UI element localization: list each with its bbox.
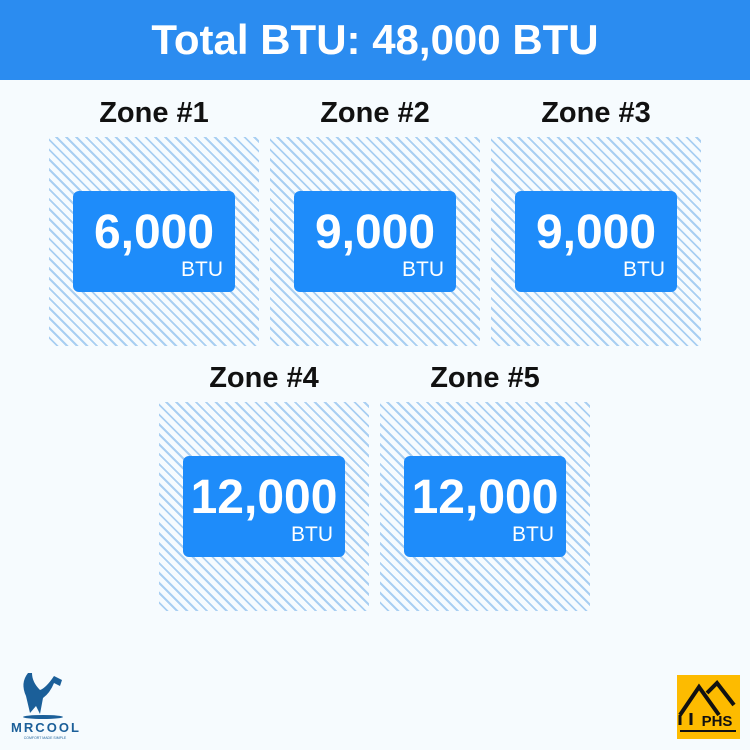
zone-label: Zone #5 [430,362,540,394]
total-btu-title: Total BTU: 48,000 BTU [151,16,599,63]
svg-text:COMFORT MADE SIMPLE: COMFORT MADE SIMPLE [24,736,67,740]
phs-logo: PHS [677,675,740,739]
btu-card: 9,000 BTU [515,191,677,292]
btu-card: 6,000 BTU [73,191,235,292]
btu-card: 9,000 BTU [294,191,456,292]
btu-card: 12,000 BTU [404,456,566,557]
btu-value: 12,000 [411,471,559,524]
total-btu-header: Total BTU: 48,000 BTU [0,0,750,80]
btu-value: 9,000 [314,206,436,259]
btu-value: 12,000 [190,471,338,524]
zone-label: Zone #4 [209,362,319,394]
btu-card: 12,000 BTU [183,456,345,557]
zone-label: Zone #3 [541,97,651,129]
svg-text:PHS: PHS [702,713,733,730]
btu-unit: BTU [512,523,554,546]
btu-unit: BTU [402,258,444,281]
btu-value: 9,000 [535,206,657,259]
btu-unit: BTU [291,523,333,546]
svg-text:MRCOOL: MRCOOL [11,720,79,735]
mrcool-logo: MRCOOL COMFORT MADE SIMPLE [11,673,79,740]
btu-unit: BTU [623,258,665,281]
btu-value: 6,000 [93,206,215,259]
zone-label: Zone #2 [320,97,430,129]
btu-unit: BTU [181,258,223,281]
zone-label: Zone #1 [99,97,209,129]
